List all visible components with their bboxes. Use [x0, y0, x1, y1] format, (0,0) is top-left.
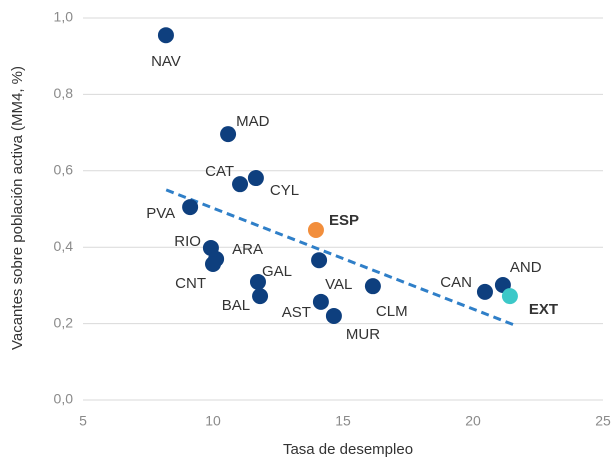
point-label: MUR: [346, 326, 380, 343]
point: [501, 288, 518, 305]
y-tick-label: 0,4: [54, 238, 74, 254]
point: [252, 288, 269, 305]
point-label: AST: [282, 304, 311, 321]
y-tick-label: 0,0: [54, 391, 74, 407]
point-label: ARA: [232, 241, 263, 258]
point-label: GAL: [262, 263, 292, 280]
point: [311, 252, 328, 269]
point-label: MAD: [236, 113, 270, 130]
point: [182, 199, 199, 216]
point-label: PVA: [146, 205, 175, 222]
point: [247, 170, 264, 187]
y-tick-label: 1,0: [54, 9, 74, 25]
point: [157, 27, 174, 44]
x-tick-label: 10: [205, 413, 221, 429]
x-tick-label: 25: [595, 413, 611, 429]
y-tick-label: 0,2: [54, 314, 74, 330]
x-axis-label: Tasa de desempleo: [283, 441, 413, 458]
point: [220, 126, 237, 143]
x-tick-label: 5: [79, 413, 87, 429]
point: [325, 307, 342, 324]
point-label: CNT: [175, 275, 206, 292]
point-label: BAL: [222, 297, 250, 314]
point: [364, 278, 381, 295]
point: [249, 273, 266, 290]
x-tick-label: 20: [465, 413, 481, 429]
point: [205, 256, 221, 273]
point: [232, 176, 249, 193]
point-label: RIO: [174, 233, 201, 250]
y-axis-label: Vacantes sobre población activa (MM4, %): [9, 66, 26, 350]
point: [312, 293, 329, 310]
y-tick-label: 0,8: [54, 85, 74, 101]
trendline: [165, 188, 516, 327]
point-label: NAV: [151, 53, 181, 70]
point-label: CAT: [205, 163, 234, 180]
point-label: EXT: [529, 301, 558, 318]
point: [307, 222, 324, 239]
point-label: ESP: [329, 212, 359, 229]
point-label: AND: [510, 259, 542, 276]
point-label: CLM: [376, 303, 408, 320]
point-label: CAN: [440, 274, 472, 291]
point: [476, 283, 493, 300]
y-tick-label: 0,6: [54, 162, 74, 178]
point-label: VAL: [325, 276, 352, 293]
point-label: CYL: [270, 182, 299, 199]
x-tick-label: 15: [335, 413, 351, 429]
